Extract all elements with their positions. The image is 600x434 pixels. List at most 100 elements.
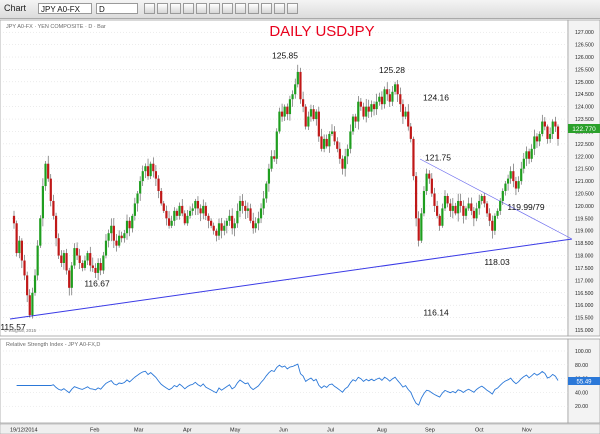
candle-body-12 xyxy=(44,163,47,187)
candle-207 xyxy=(556,124,560,146)
candle-17 xyxy=(57,233,60,259)
date-label-9: Oct xyxy=(475,428,484,434)
candle-40 xyxy=(118,230,121,248)
toolbar-button-6[interactable] xyxy=(209,3,220,14)
rsi-tick-label-0: 100.00 xyxy=(575,349,591,355)
annotation-label-2: 124.16 xyxy=(423,93,449,103)
candle-body-111 xyxy=(304,106,307,127)
candle-169 xyxy=(457,193,460,222)
candle-body-63 xyxy=(178,205,181,216)
candle-181 xyxy=(488,208,491,227)
price-panel xyxy=(0,19,569,337)
candle-142 xyxy=(386,82,389,101)
candle-body-28 xyxy=(86,253,89,261)
toolbar-button-10[interactable] xyxy=(261,3,272,14)
candle-131 xyxy=(357,96,360,130)
candle-body-106 xyxy=(291,94,294,100)
candle-body-148 xyxy=(401,104,405,117)
candle-71 xyxy=(199,204,202,222)
candle-body-115 xyxy=(315,111,318,120)
candle-50 xyxy=(144,163,147,179)
annotation-label-7: 116.14 xyxy=(423,308,449,318)
resistance-trendline[interactable] xyxy=(419,158,573,240)
toolbar-button-5[interactable] xyxy=(196,3,207,14)
candle-203 xyxy=(546,124,549,144)
candle-72 xyxy=(202,199,205,220)
support-trendline[interactable] xyxy=(9,238,573,320)
candle-75 xyxy=(210,218,213,229)
date-axis[interactable] xyxy=(0,423,600,434)
candle-body-66 xyxy=(186,215,189,224)
candle-body-75 xyxy=(210,220,213,226)
toolbar-button-11[interactable] xyxy=(274,3,285,14)
candle-body-161 xyxy=(436,205,439,216)
candle-body-50 xyxy=(144,166,147,172)
candle-139 xyxy=(378,92,381,106)
chart-canvas[interactable]: 127.000 126.500 126.000 125.500 125.000 124.5… xyxy=(0,18,600,434)
candle-42 xyxy=(123,229,126,243)
candle-113 xyxy=(309,104,313,122)
candle-body-203 xyxy=(546,126,549,139)
symbol-input[interactable]: JPY A0-FX xyxy=(38,3,92,14)
candle-151 xyxy=(409,122,412,143)
candle-57 xyxy=(162,200,165,213)
candle-body-44 xyxy=(128,220,131,229)
toolbar-button-4[interactable] xyxy=(183,3,194,14)
candle-body-30 xyxy=(91,265,94,268)
candle-body-36 xyxy=(107,233,110,241)
candle-body-138 xyxy=(375,101,378,110)
toolbar-button-9[interactable] xyxy=(248,3,259,14)
candle-body-8 xyxy=(33,275,37,293)
candle-100 xyxy=(275,128,278,165)
toolbar-button-1[interactable] xyxy=(144,3,155,14)
candle-body-162 xyxy=(438,215,441,226)
candle-35 xyxy=(104,234,108,259)
candle-186 xyxy=(501,188,504,205)
candle-body-143 xyxy=(388,94,391,102)
toolbar-button-7[interactable] xyxy=(222,3,233,14)
candle-body-154 xyxy=(417,218,420,241)
candle-122 xyxy=(333,126,336,146)
candle-body-139 xyxy=(378,96,381,102)
candle-body-170 xyxy=(459,200,462,206)
toolbar-button-2[interactable] xyxy=(157,3,168,14)
candle-153 xyxy=(414,172,418,227)
candle-body-14 xyxy=(49,178,52,201)
price-axis[interactable] xyxy=(567,19,600,337)
candle-19 xyxy=(62,250,66,270)
candle-115 xyxy=(315,109,318,126)
candle-body-174 xyxy=(470,203,473,211)
candle-body-188 xyxy=(506,178,510,184)
candle-body-175 xyxy=(472,210,476,219)
candle-body-47 xyxy=(136,193,139,204)
candle-78 xyxy=(217,218,221,241)
candle-77 xyxy=(215,228,218,242)
period-select[interactable]: D xyxy=(96,3,138,14)
toolbar-button-12[interactable] xyxy=(287,3,298,14)
toolbar-button-8[interactable] xyxy=(235,3,246,14)
candle-129 xyxy=(351,114,355,135)
candle-95 xyxy=(262,191,265,215)
toolbar-button-3[interactable] xyxy=(170,3,181,14)
price-tick-label-11: 121.500 xyxy=(575,167,594,173)
candle-124 xyxy=(338,142,341,164)
date-label-1: Feb xyxy=(90,428,99,434)
candle-body-159 xyxy=(430,178,433,194)
candle-45 xyxy=(131,213,134,233)
candle-25 xyxy=(78,248,81,270)
candle-164 xyxy=(443,190,447,212)
candle-body-180 xyxy=(485,203,489,214)
candle-8 xyxy=(33,269,37,296)
rsi-value: 55.49 xyxy=(576,380,592,386)
candle-199 xyxy=(535,133,539,148)
candle-159 xyxy=(430,173,433,197)
candle-103 xyxy=(283,104,286,121)
candle-111 xyxy=(304,104,307,130)
candle-185 xyxy=(499,198,502,215)
candle-body-4 xyxy=(23,260,26,276)
candle-body-131 xyxy=(357,101,360,122)
candle-body-42 xyxy=(123,233,126,239)
candle-147 xyxy=(399,87,402,112)
candle-body-80 xyxy=(223,225,226,231)
candle-46 xyxy=(133,197,136,221)
